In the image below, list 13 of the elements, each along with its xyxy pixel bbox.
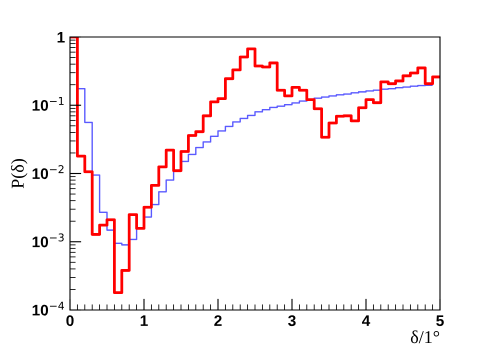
x-axis-title: δ/1°	[410, 330, 440, 344]
y-tick-label: 10$^{−3}$	[32, 233, 64, 248]
x-tick-label: 5	[436, 315, 444, 326]
y-tick-label: 10$^{−2}$	[32, 165, 64, 180]
x-tick-label: 4	[362, 315, 370, 326]
y-tick-label: 10$^{−4}$	[32, 302, 64, 316]
y-tick-label: 10$^{−1}$	[32, 97, 64, 111]
y-axis-title: P(δ)	[10, 159, 28, 188]
y-tick-label: 1	[58, 32, 65, 43]
x-tick-label: 0	[66, 315, 74, 326]
x-tick-label: 3	[288, 315, 296, 326]
x-tick-label: 2	[214, 315, 222, 326]
x-tick-label: 1	[140, 315, 148, 326]
